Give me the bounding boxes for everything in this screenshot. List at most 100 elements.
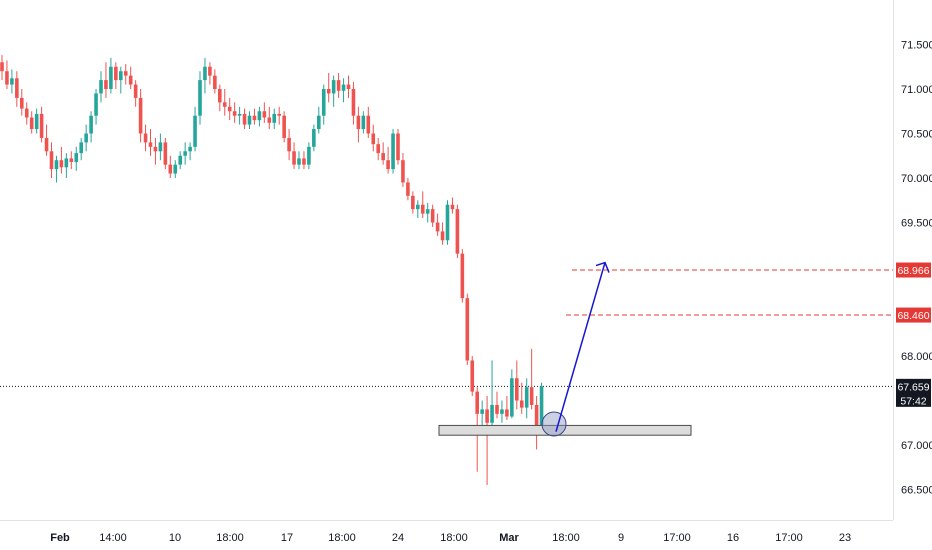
candle[interactable] bbox=[524, 378, 529, 419]
candle[interactable] bbox=[312, 124, 316, 152]
candle[interactable] bbox=[391, 129, 395, 174]
candle[interactable] bbox=[203, 57, 207, 94]
candle[interactable] bbox=[331, 75, 336, 107]
candle[interactable] bbox=[178, 151, 182, 170]
candle[interactable] bbox=[109, 57, 113, 94]
candle[interactable] bbox=[416, 200, 420, 219]
candle[interactable] bbox=[247, 111, 252, 130]
candle[interactable] bbox=[361, 111, 366, 134]
candle[interactable] bbox=[297, 151, 301, 170]
candle[interactable] bbox=[455, 204, 460, 259]
candle[interactable] bbox=[213, 69, 217, 94]
candle[interactable] bbox=[99, 71, 103, 103]
candle[interactable] bbox=[54, 155, 59, 183]
candle[interactable] bbox=[500, 400, 504, 423]
candle[interactable] bbox=[143, 124, 148, 152]
annotation-layer[interactable] bbox=[438, 261, 692, 437]
candle[interactable] bbox=[20, 89, 24, 116]
candle[interactable] bbox=[485, 396, 489, 486]
candle[interactable] bbox=[411, 191, 415, 214]
candle[interactable] bbox=[425, 202, 430, 223]
candle[interactable] bbox=[24, 102, 29, 125]
candle[interactable] bbox=[257, 106, 262, 127]
candle[interactable] bbox=[396, 129, 400, 165]
candle[interactable] bbox=[252, 108, 257, 125]
candle[interactable] bbox=[39, 106, 44, 143]
candlestick-series[interactable] bbox=[0, 55, 544, 486]
candle[interactable] bbox=[351, 81, 356, 125]
candle[interactable] bbox=[237, 106, 242, 125]
candle[interactable] bbox=[34, 108, 39, 134]
candle[interactable] bbox=[534, 396, 539, 450]
candle[interactable] bbox=[218, 84, 222, 112]
candle[interactable] bbox=[470, 356, 475, 397]
price-axis[interactable]: 71.500 71.000 70.500 70.000 69.500 68.000 67.0… bbox=[901, 40, 932, 497]
candle[interactable] bbox=[277, 106, 281, 125]
candle[interactable] bbox=[123, 64, 128, 85]
candle[interactable] bbox=[173, 160, 178, 178]
candle[interactable] bbox=[119, 66, 123, 94]
candle[interactable] bbox=[302, 151, 306, 170]
candle[interactable] bbox=[15, 71, 19, 107]
projection-arrow[interactable] bbox=[555, 262, 606, 432]
candle[interactable] bbox=[10, 69, 14, 94]
candle[interactable] bbox=[242, 108, 247, 130]
candle[interactable] bbox=[64, 153, 69, 178]
candle[interactable] bbox=[282, 111, 286, 143]
candle[interactable] bbox=[321, 84, 326, 125]
candle[interactable] bbox=[79, 137, 83, 161]
candle[interactable] bbox=[163, 137, 168, 170]
candle[interactable] bbox=[430, 204, 435, 227]
candle[interactable] bbox=[356, 106, 361, 143]
candle[interactable] bbox=[128, 66, 133, 89]
candle[interactable] bbox=[232, 102, 237, 123]
candle[interactable] bbox=[193, 106, 197, 152]
candle[interactable] bbox=[326, 72, 331, 103]
candle[interactable] bbox=[519, 382, 524, 414]
candle[interactable] bbox=[381, 142, 385, 165]
candle[interactable] bbox=[440, 222, 445, 245]
candle[interactable] bbox=[49, 142, 54, 178]
candle[interactable] bbox=[188, 142, 192, 161]
candle[interactable] bbox=[89, 111, 93, 143]
candle[interactable] bbox=[341, 78, 346, 103]
candle[interactable] bbox=[287, 129, 291, 161]
candle[interactable] bbox=[505, 396, 509, 421]
candle[interactable] bbox=[227, 97, 232, 121]
candle[interactable] bbox=[515, 360, 519, 410]
candle[interactable] bbox=[59, 146, 64, 174]
candle[interactable] bbox=[529, 348, 534, 410]
candle[interactable] bbox=[74, 146, 79, 171]
candle[interactable] bbox=[490, 360, 494, 428]
candle[interactable] bbox=[435, 213, 440, 236]
candle[interactable] bbox=[153, 137, 158, 165]
candle[interactable] bbox=[480, 400, 484, 428]
candle[interactable] bbox=[158, 133, 163, 161]
candle[interactable] bbox=[346, 75, 351, 98]
candle[interactable] bbox=[267, 106, 272, 130]
candle[interactable] bbox=[183, 142, 187, 165]
candle[interactable] bbox=[5, 60, 9, 89]
candle[interactable] bbox=[84, 124, 88, 152]
candle[interactable] bbox=[262, 102, 267, 123]
candle[interactable] bbox=[445, 200, 450, 245]
candle[interactable] bbox=[94, 89, 98, 125]
candle[interactable] bbox=[336, 72, 341, 98]
candle[interactable] bbox=[465, 293, 470, 365]
candle[interactable] bbox=[198, 71, 202, 125]
candle[interactable] bbox=[450, 197, 455, 214]
candle[interactable] bbox=[133, 80, 138, 107]
candle[interactable] bbox=[366, 106, 371, 138]
candle[interactable] bbox=[406, 178, 410, 201]
support-zone[interactable] bbox=[438, 424, 692, 436]
candle[interactable] bbox=[114, 62, 118, 89]
candle[interactable] bbox=[317, 106, 321, 134]
candle[interactable] bbox=[376, 137, 380, 161]
candle[interactable] bbox=[104, 62, 108, 98]
candle[interactable] bbox=[386, 146, 390, 174]
candle[interactable] bbox=[495, 391, 499, 419]
candle[interactable] bbox=[148, 129, 153, 156]
candle[interactable] bbox=[460, 249, 465, 303]
time-axis[interactable]: Feb 14:00 10 18:00 17 18:00 24 18:00 Mar 18:00 9 17… bbox=[50, 532, 851, 544]
